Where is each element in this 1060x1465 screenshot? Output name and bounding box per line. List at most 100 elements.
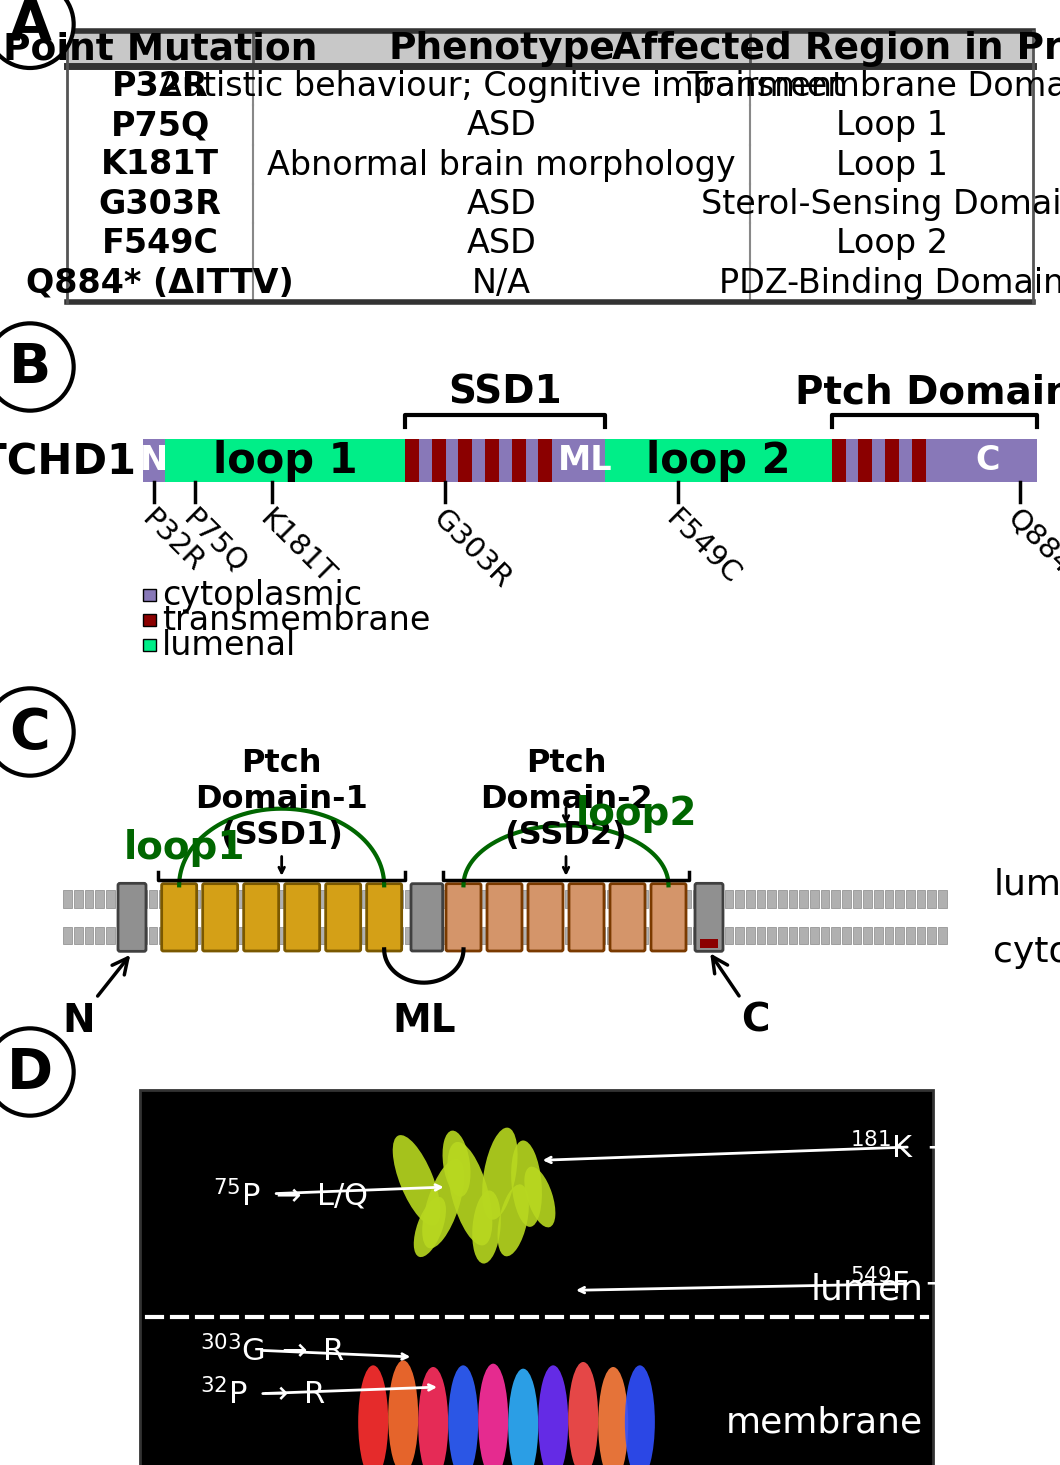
Bar bbox=[74, 927, 83, 945]
Bar bbox=[682, 891, 691, 908]
Bar bbox=[500, 891, 510, 908]
FancyBboxPatch shape bbox=[367, 883, 402, 951]
Bar bbox=[820, 927, 829, 945]
Bar bbox=[405, 440, 419, 482]
Ellipse shape bbox=[497, 1185, 529, 1257]
Text: hPTCHD1: hPTCHD1 bbox=[0, 440, 137, 482]
Ellipse shape bbox=[508, 1368, 538, 1465]
Bar bbox=[245, 891, 253, 908]
Bar bbox=[180, 891, 190, 908]
Bar bbox=[842, 927, 851, 945]
Bar bbox=[437, 927, 445, 945]
Bar bbox=[479, 927, 488, 945]
FancyBboxPatch shape bbox=[569, 883, 604, 951]
Bar bbox=[416, 927, 424, 945]
Bar bbox=[538, 440, 552, 482]
Bar bbox=[67, 32, 1034, 66]
Ellipse shape bbox=[447, 1143, 492, 1245]
Text: N: N bbox=[140, 444, 169, 478]
Bar bbox=[469, 927, 477, 945]
FancyBboxPatch shape bbox=[651, 883, 686, 951]
Bar bbox=[810, 891, 818, 908]
Bar bbox=[714, 891, 723, 908]
Text: N: N bbox=[63, 958, 128, 1039]
Ellipse shape bbox=[392, 1135, 440, 1226]
Bar bbox=[140, 1090, 934, 1465]
Bar bbox=[148, 891, 157, 908]
Bar bbox=[597, 927, 605, 945]
Ellipse shape bbox=[422, 1159, 464, 1248]
Bar bbox=[874, 927, 883, 945]
Bar bbox=[607, 891, 616, 908]
Bar bbox=[234, 891, 243, 908]
Ellipse shape bbox=[448, 1365, 478, 1465]
Bar bbox=[512, 440, 526, 482]
Bar bbox=[757, 891, 765, 908]
Bar bbox=[842, 891, 851, 908]
Bar bbox=[148, 927, 157, 945]
Bar bbox=[565, 891, 573, 908]
Bar bbox=[928, 927, 936, 945]
Bar bbox=[618, 927, 626, 945]
Bar bbox=[671, 891, 681, 908]
Bar bbox=[874, 891, 883, 908]
FancyBboxPatch shape bbox=[118, 883, 146, 952]
Text: PDZ-Binding Domain: PDZ-Binding Domain bbox=[719, 267, 1060, 299]
Ellipse shape bbox=[419, 1367, 448, 1465]
Bar bbox=[373, 891, 382, 908]
Bar bbox=[917, 891, 925, 908]
Bar bbox=[298, 891, 306, 908]
Bar bbox=[165, 440, 405, 482]
Bar bbox=[384, 891, 392, 908]
Ellipse shape bbox=[472, 1191, 500, 1264]
Bar bbox=[67, 185, 1034, 224]
Bar bbox=[213, 927, 222, 945]
Ellipse shape bbox=[413, 1197, 446, 1257]
Text: Loop 2: Loop 2 bbox=[835, 227, 948, 261]
Text: cytoplasm: cytoplasm bbox=[993, 935, 1060, 968]
Text: $^{181}$K $\rightarrow$ T: $^{181}$K $\rightarrow$ T bbox=[850, 1131, 989, 1163]
Bar bbox=[287, 927, 296, 945]
Bar bbox=[885, 440, 899, 482]
Bar bbox=[159, 927, 167, 945]
Bar bbox=[906, 927, 915, 945]
Bar bbox=[117, 927, 125, 945]
Text: A: A bbox=[8, 0, 52, 51]
Bar bbox=[565, 927, 573, 945]
Bar bbox=[660, 927, 669, 945]
Bar bbox=[912, 440, 925, 482]
Text: C: C bbox=[10, 705, 51, 759]
Text: $^{549}$F $\rightarrow$ C: $^{549}$F $\rightarrow$ C bbox=[850, 1267, 988, 1299]
Bar bbox=[431, 440, 445, 482]
Bar bbox=[500, 927, 510, 945]
Bar bbox=[799, 891, 808, 908]
FancyBboxPatch shape bbox=[202, 883, 237, 951]
Bar bbox=[896, 891, 904, 908]
Bar bbox=[576, 891, 584, 908]
Bar bbox=[682, 927, 691, 945]
FancyBboxPatch shape bbox=[325, 883, 360, 951]
Bar bbox=[885, 927, 894, 945]
Text: P32R: P32R bbox=[136, 504, 209, 577]
Text: Ptch
Domain-1
(SSD1): Ptch Domain-1 (SSD1) bbox=[195, 749, 368, 851]
Bar bbox=[692, 891, 702, 908]
Bar bbox=[405, 927, 413, 945]
Bar bbox=[192, 927, 200, 945]
Bar bbox=[127, 891, 136, 908]
Bar bbox=[746, 891, 755, 908]
Bar bbox=[319, 891, 328, 908]
Bar bbox=[447, 891, 456, 908]
FancyBboxPatch shape bbox=[244, 883, 279, 951]
Bar bbox=[767, 927, 776, 945]
Bar bbox=[64, 891, 72, 908]
Text: ASD: ASD bbox=[466, 188, 536, 221]
Bar bbox=[586, 891, 595, 908]
Bar bbox=[67, 66, 1034, 105]
Bar bbox=[95, 927, 104, 945]
Bar bbox=[859, 440, 872, 482]
Text: P75Q: P75Q bbox=[110, 108, 210, 142]
Bar bbox=[511, 927, 520, 945]
Bar bbox=[416, 891, 424, 908]
Bar bbox=[351, 927, 360, 945]
Bar bbox=[143, 639, 156, 652]
